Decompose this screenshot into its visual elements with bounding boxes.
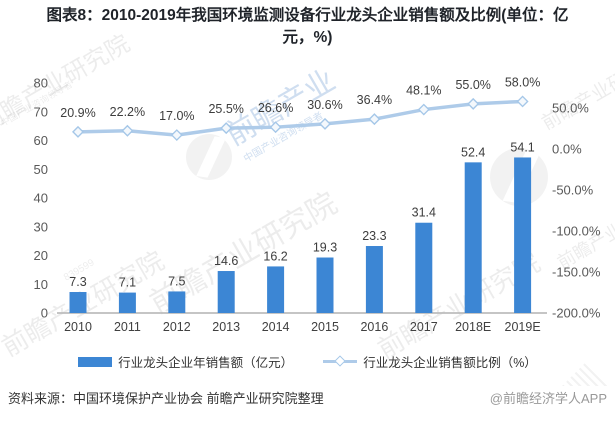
bar-value-label: 54.1 (510, 140, 534, 154)
bar-value-label: 19.3 (313, 241, 337, 255)
line-value-label: 36.4% (357, 93, 392, 107)
left-axis-tick: 80 (34, 76, 48, 91)
x-axis-label: 2015 (311, 320, 339, 334)
x-axis-label: 2010 (64, 320, 92, 334)
x-axis-label: 2018E (455, 320, 491, 334)
bar (69, 292, 87, 313)
bar-value-label: 23.3 (362, 229, 386, 243)
left-axis-tick: 50 (34, 162, 48, 177)
source-text: 资料来源：中国环境保护产业协会 前瞻产业研究院整理 (8, 391, 324, 406)
diamond-marker-icon (334, 355, 346, 367)
chart-title: 图表8：2010-2019年我国环境监测设备行业龙头企业销售额及比例(单位：亿元… (46, 7, 569, 46)
line-value-label: 30.6% (307, 98, 342, 112)
left-axis-tick: 10 (34, 277, 48, 292)
x-axis-label: 2016 (360, 320, 388, 334)
line-value-label: 26.6% (258, 101, 293, 115)
line-value-label: 25.5% (208, 102, 243, 116)
left-axis-tick: 30 (34, 219, 48, 234)
ratio-line (77, 99, 523, 137)
diamond-marker-icon (516, 95, 529, 108)
line-value-label: 55.0% (455, 78, 490, 92)
line-value-label: 20.9% (60, 106, 95, 120)
line-value-label: 48.1% (406, 84, 441, 98)
footer: 资料来源：中国环境保护产业协会 前瞻产业研究院整理 @前瞻经济学人APP (8, 388, 607, 407)
line-series-swatch (323, 355, 358, 367)
bar-series-swatch (78, 356, 113, 367)
diamond-marker-icon (170, 129, 183, 142)
left-axis-tick: 60 (34, 133, 48, 148)
left-axis-tick: 0 (41, 306, 48, 321)
bar (118, 292, 136, 313)
right-axis-tick: -200.0% (552, 306, 601, 321)
line-value-label: 58.0% (505, 75, 540, 89)
x-axis-label: 2013 (212, 320, 240, 334)
line-value-label: 17.0% (159, 109, 194, 123)
x-axis-label: 2019E (505, 320, 541, 334)
bar-value-label: 52.4 (461, 145, 485, 159)
credit-text: @前瞻经济学人APP (489, 391, 607, 406)
bar-value-label: 16.2 (263, 249, 287, 263)
diamond-marker-icon (121, 124, 134, 137)
bar (464, 162, 482, 313)
bar (168, 291, 186, 313)
x-axis-label: 2017 (410, 320, 438, 334)
bar-value-label: 31.4 (412, 206, 436, 220)
diamond-marker-icon (220, 122, 233, 135)
right-axis-tick: 50.0% (552, 101, 589, 116)
bar-value-label: 7.5 (168, 274, 185, 288)
x-axis-label: 2011 (114, 320, 141, 334)
bar (267, 266, 285, 313)
line-value-label: 22.2% (110, 105, 145, 119)
legend-item-line-series: 行业龙头企业销售额比例（%） (323, 352, 537, 371)
diamond-marker-icon (269, 121, 282, 134)
bar-value-label: 7.3 (69, 275, 86, 289)
diamond-marker-icon (417, 103, 430, 116)
x-axis-label: 2012 (163, 320, 191, 334)
bar (316, 257, 334, 313)
right-axis-tick: -100.0% (552, 224, 601, 239)
bar-value-label: 14.6 (214, 254, 238, 268)
bar (217, 271, 235, 313)
legend-item-bar-series: 行业龙头企业年销售额（亿元） (78, 352, 293, 371)
bar-series: 7.3 7.1 7.5 14.6 16.2 19.3 23.3 31.4 52.4 54.1 (69, 140, 535, 313)
right-axis-tick: -150.0% (552, 265, 601, 280)
legend: 行业龙头企业年销售额（亿元） 行业龙头企业销售额比例（%） (0, 352, 615, 371)
right-axis-tick: 0.0% (552, 142, 582, 157)
right-axis-tick: -50.0% (552, 183, 594, 198)
bar (514, 157, 532, 313)
line-series: 20.9% 22.2% 17.0% 25.5% 26.6% 30.6% 36.4% 48.1%… (60, 75, 540, 142)
diamond-marker-icon (368, 113, 381, 126)
bar (365, 246, 383, 313)
left-axis-tick: 20 (34, 248, 48, 263)
axes: 0 10 20 30 40 50 60 70 80 50.0% 0.0% -50.0% -100.0% -… (34, 76, 601, 335)
diamond-marker-icon (319, 117, 331, 130)
diamond-marker-icon (467, 97, 480, 110)
left-axis-tick: 40 (34, 191, 48, 206)
bar-value-label: 7.1 (119, 276, 136, 290)
bar (415, 222, 433, 313)
bar-series-label: 行业龙头企业年销售额（亿元） (118, 356, 294, 370)
line-series-label: 行业龙头企业销售额比例（%） (363, 356, 537, 370)
diamond-marker-icon (72, 125, 84, 138)
x-axis-label: 2014 (262, 320, 290, 334)
left-axis-tick: 70 (34, 104, 48, 119)
